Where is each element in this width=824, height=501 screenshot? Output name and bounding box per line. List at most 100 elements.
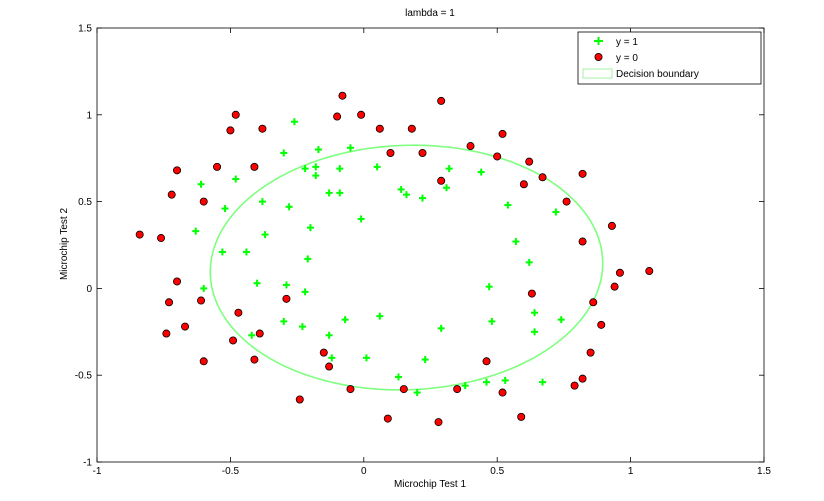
point-y1 (328, 354, 336, 362)
point-y1 (301, 165, 309, 173)
point-y1 (437, 324, 445, 332)
point-y0 (578, 374, 587, 383)
y-axis-label: Microchip Test 2 (59, 208, 70, 281)
point-y0 (295, 395, 304, 404)
point-y1 (232, 175, 240, 183)
point-y0 (615, 268, 624, 277)
point-y0 (338, 91, 347, 100)
point-y0 (375, 124, 384, 133)
point-y1 (248, 331, 256, 339)
point-y1 (282, 281, 290, 289)
point-y1 (531, 328, 539, 336)
point-y1 (290, 118, 298, 126)
point-y1 (218, 248, 226, 256)
x-tick-label: -1 (93, 466, 102, 477)
point-y1 (418, 194, 426, 202)
point-y0 (645, 267, 654, 276)
point-y0 (578, 237, 587, 246)
point-y1 (280, 149, 288, 157)
point-y0 (434, 418, 443, 427)
point-y1 (394, 373, 402, 381)
point-y0 (325, 362, 334, 371)
legend-marker-y0 (594, 53, 603, 62)
point-y0 (498, 388, 507, 397)
point-y0 (538, 173, 547, 182)
point-y1 (362, 354, 370, 362)
point-y0 (319, 348, 328, 357)
point-y1 (221, 205, 229, 213)
point-y1 (253, 279, 261, 287)
point-y1 (280, 317, 288, 325)
y-tick-label: 1.5 (78, 24, 92, 35)
point-y0 (165, 298, 174, 307)
legend: y = 1 y = 0 Decision boundary (577, 31, 762, 85)
point-y1 (483, 378, 491, 386)
point-y1 (325, 331, 333, 339)
point-y0 (229, 336, 238, 345)
point-y1 (336, 165, 344, 173)
point-y1 (314, 146, 322, 154)
y-tick-label: -0.5 (75, 371, 93, 382)
point-y0 (213, 162, 222, 171)
point-y0 (250, 355, 259, 364)
point-y1 (552, 208, 560, 216)
point-y0 (199, 357, 208, 366)
point-y0 (498, 129, 507, 138)
plot-area (96, 27, 765, 463)
decision-boundary-layer (209, 144, 604, 391)
point-y0 (527, 289, 536, 298)
y-tick-label: 0 (86, 284, 92, 295)
legend-label-boundary: Decision boundary (616, 69, 699, 80)
point-y0 (255, 329, 264, 338)
point-y0 (525, 157, 534, 166)
legend-marker-boundary (582, 68, 613, 79)
y-tick-label: 0.5 (78, 197, 92, 208)
point-y0 (570, 381, 579, 390)
y-tick-label: -1 (83, 458, 92, 469)
legend-label-y1: y = 1 (616, 37, 638, 48)
point-y0 (493, 152, 502, 161)
point-y1 (373, 163, 381, 171)
point-y0 (357, 110, 366, 119)
point-y0 (386, 148, 395, 157)
point-y0 (597, 320, 606, 329)
point-y1 (504, 201, 512, 209)
point-y0 (607, 221, 616, 230)
point-y1 (258, 198, 266, 206)
point-y1 (461, 382, 469, 390)
points-layer (135, 91, 654, 427)
point-y0 (586, 348, 595, 357)
point-y0 (258, 124, 267, 133)
legend-marker-y1 (594, 37, 603, 45)
point-y0 (181, 322, 190, 331)
point-y0 (418, 148, 427, 157)
x-tick-label: 0.5 (490, 466, 504, 477)
point-y0 (135, 230, 144, 239)
point-y0 (562, 197, 571, 206)
point-y1 (501, 376, 509, 384)
point-y0 (407, 124, 416, 133)
point-y0 (282, 294, 291, 303)
x-tick-label: -0.5 (222, 466, 240, 477)
point-y1 (298, 323, 306, 331)
point-y1 (301, 288, 309, 296)
point-y1 (192, 227, 200, 235)
point-y1 (376, 312, 384, 320)
legend-box (577, 31, 762, 85)
x-tick-label: 1.5 (757, 466, 771, 477)
point-y1 (200, 284, 208, 292)
point-y1 (443, 184, 451, 192)
point-y0 (231, 110, 240, 119)
point-y0 (234, 308, 243, 317)
point-y1 (445, 165, 453, 173)
point-y1 (261, 231, 269, 239)
point-y1 (357, 215, 365, 223)
point-y1 (557, 316, 565, 324)
point-y0 (250, 162, 259, 171)
point-y0 (466, 142, 475, 151)
point-y0 (589, 298, 598, 307)
point-y1 (197, 180, 205, 188)
x-tick-label: 0 (361, 466, 367, 477)
point-y0 (173, 277, 182, 286)
